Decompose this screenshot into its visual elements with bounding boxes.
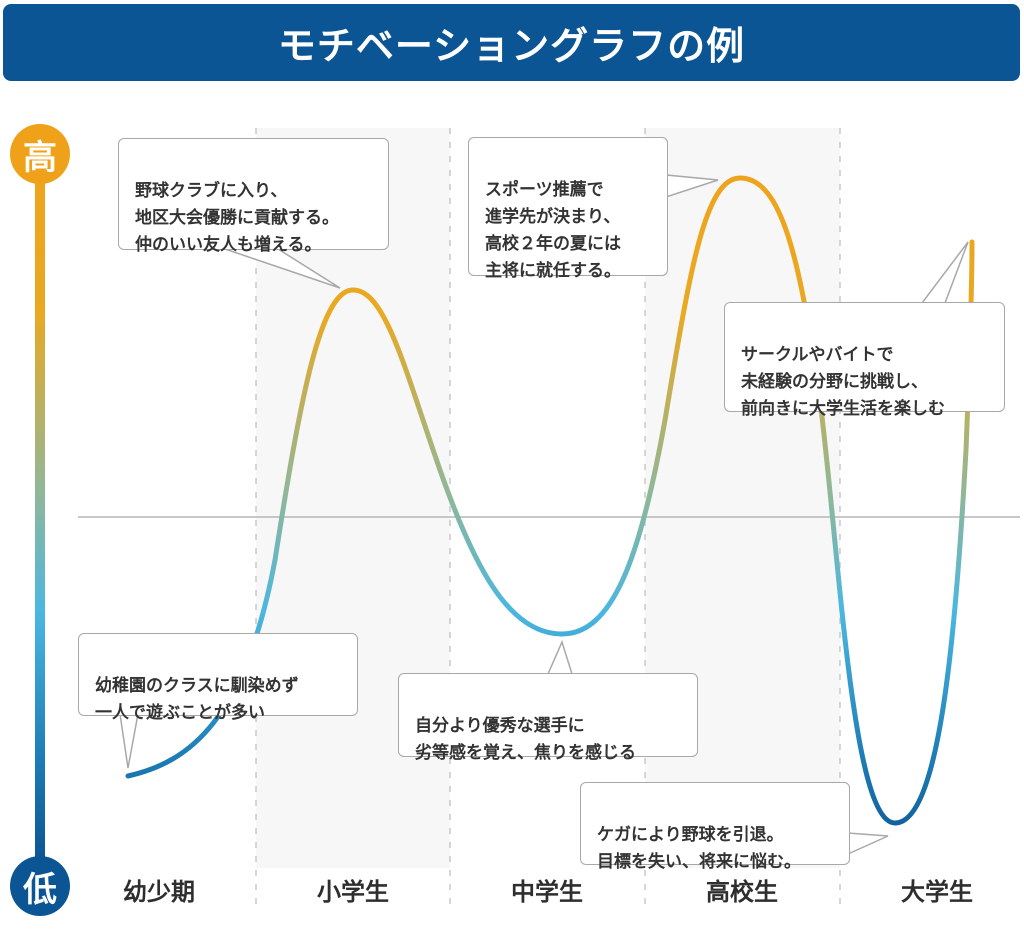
low-badge: 低 (10, 856, 70, 916)
motivation-axis-bar (35, 160, 45, 860)
bubble-elementary: 野球クラブに入り、 地区大会優勝に貢献する。 仲のいい友人も増える。 (118, 138, 389, 255)
motivation-curve (125, 175, 975, 826)
xlabel-elementary: 小学生 (317, 878, 389, 906)
xlabel-university: 大学生 (901, 878, 973, 906)
xlabel-early-childhood: 幼少期 (123, 878, 195, 906)
bubble-kindergarten: 幼稚園のクラスに馴染めず 一人で遊ぶことが多い (78, 633, 358, 723)
bubble-university-high: サークルやバイトで 未経験の分野に挑戦し、 前向きに大学生活を楽しむ (724, 302, 1005, 419)
xlabel-highschool: 高校生 (706, 878, 778, 906)
bubble-middleschool: 自分より優秀な選手に 劣等感を覚え、焦りを感じる (398, 673, 698, 763)
bubble-highschool: スポーツ推薦で 進学先が決まり、 高校２年の夏には 主将に就任する。 (468, 137, 668, 281)
xlabel-middleschool: 中学生 (511, 878, 583, 906)
title-banner: モチベーショングラフの例 (3, 4, 1020, 81)
bubble-university-low: ケガにより野球を引退。 目標を失い、将来に悩む。 (580, 782, 850, 872)
high-badge: 高 (10, 124, 70, 184)
page-title: モチベーショングラフの例 (277, 24, 746, 68)
